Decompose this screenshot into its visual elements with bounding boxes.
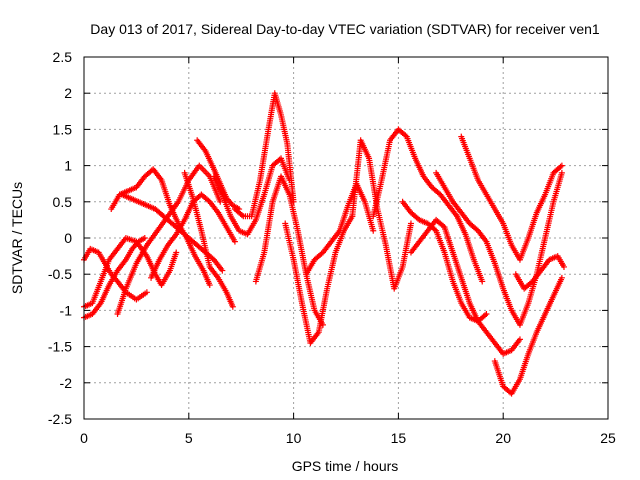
y-tick-labels: -2.5 -2 -1.5 -1 -0.5 0 0.5 1 1.5 2 2.5 <box>48 49 72 427</box>
data-series <box>407 216 523 357</box>
data-point <box>516 336 523 343</box>
data-series <box>491 274 565 397</box>
data-point <box>557 163 564 170</box>
data-series <box>303 180 377 278</box>
data-series <box>114 162 224 318</box>
y-tick-label: 1.5 <box>53 121 73 137</box>
data-points <box>81 90 567 397</box>
data-point <box>173 249 180 256</box>
data-point <box>238 212 245 219</box>
data-point <box>558 169 565 176</box>
data-point <box>407 220 414 227</box>
x-tick-label: 15 <box>391 430 407 446</box>
data-point <box>431 226 438 233</box>
y-axis-label: SDTVAR / TECUs <box>9 182 25 294</box>
axis-ticks <box>83 56 609 420</box>
chart-title: Day 013 of 2017, Sidereal Day-to-day VTE… <box>90 21 600 37</box>
x-tick-label: 20 <box>495 430 511 446</box>
data-point <box>229 303 236 310</box>
data-series <box>458 133 565 263</box>
data-point <box>479 278 486 285</box>
y-tick-label: 2 <box>64 85 72 101</box>
data-point <box>143 289 150 296</box>
data-point <box>206 282 213 289</box>
data-series <box>148 191 238 281</box>
x-tick-label: 5 <box>185 430 193 446</box>
data-point <box>141 235 148 241</box>
data-point <box>231 238 238 245</box>
x-axis-label: GPS time / hours <box>292 458 399 474</box>
y-tick-label: -2 <box>60 375 73 391</box>
data-series <box>81 235 148 321</box>
data-point <box>217 198 224 205</box>
data-point <box>402 132 409 139</box>
y-tick-label: 0 <box>64 230 72 246</box>
data-point <box>440 222 447 229</box>
data-point <box>370 227 377 234</box>
data-series <box>231 90 297 220</box>
data-series <box>282 213 356 346</box>
x-tick-labels: 0 5 10 15 20 25 <box>80 430 616 446</box>
data-series <box>512 253 567 292</box>
y-tick-label: -1 <box>60 302 73 318</box>
data-series <box>370 126 486 285</box>
data-series <box>349 137 414 292</box>
y-tick-label: 0.5 <box>53 194 73 210</box>
data-series <box>81 235 180 310</box>
y-tick-label: -0.5 <box>48 266 72 282</box>
y-tick-label: 1 <box>64 158 72 174</box>
data-point <box>483 311 490 318</box>
data-point <box>558 274 565 281</box>
data-point <box>482 312 489 319</box>
y-tick-label: -1.5 <box>48 339 72 355</box>
y-tick-label: 2.5 <box>53 49 73 65</box>
x-tick-label: 25 <box>600 430 616 446</box>
data-series <box>181 169 236 310</box>
data-point <box>558 162 565 169</box>
data-point <box>560 263 567 270</box>
data-series <box>399 198 490 325</box>
x-tick-label: 0 <box>80 430 88 446</box>
data-series <box>210 155 293 238</box>
data-point <box>414 215 421 222</box>
data-point <box>219 267 226 274</box>
x-tick-label: 10 <box>286 430 302 446</box>
y-tick-label: -2.5 <box>48 411 72 427</box>
